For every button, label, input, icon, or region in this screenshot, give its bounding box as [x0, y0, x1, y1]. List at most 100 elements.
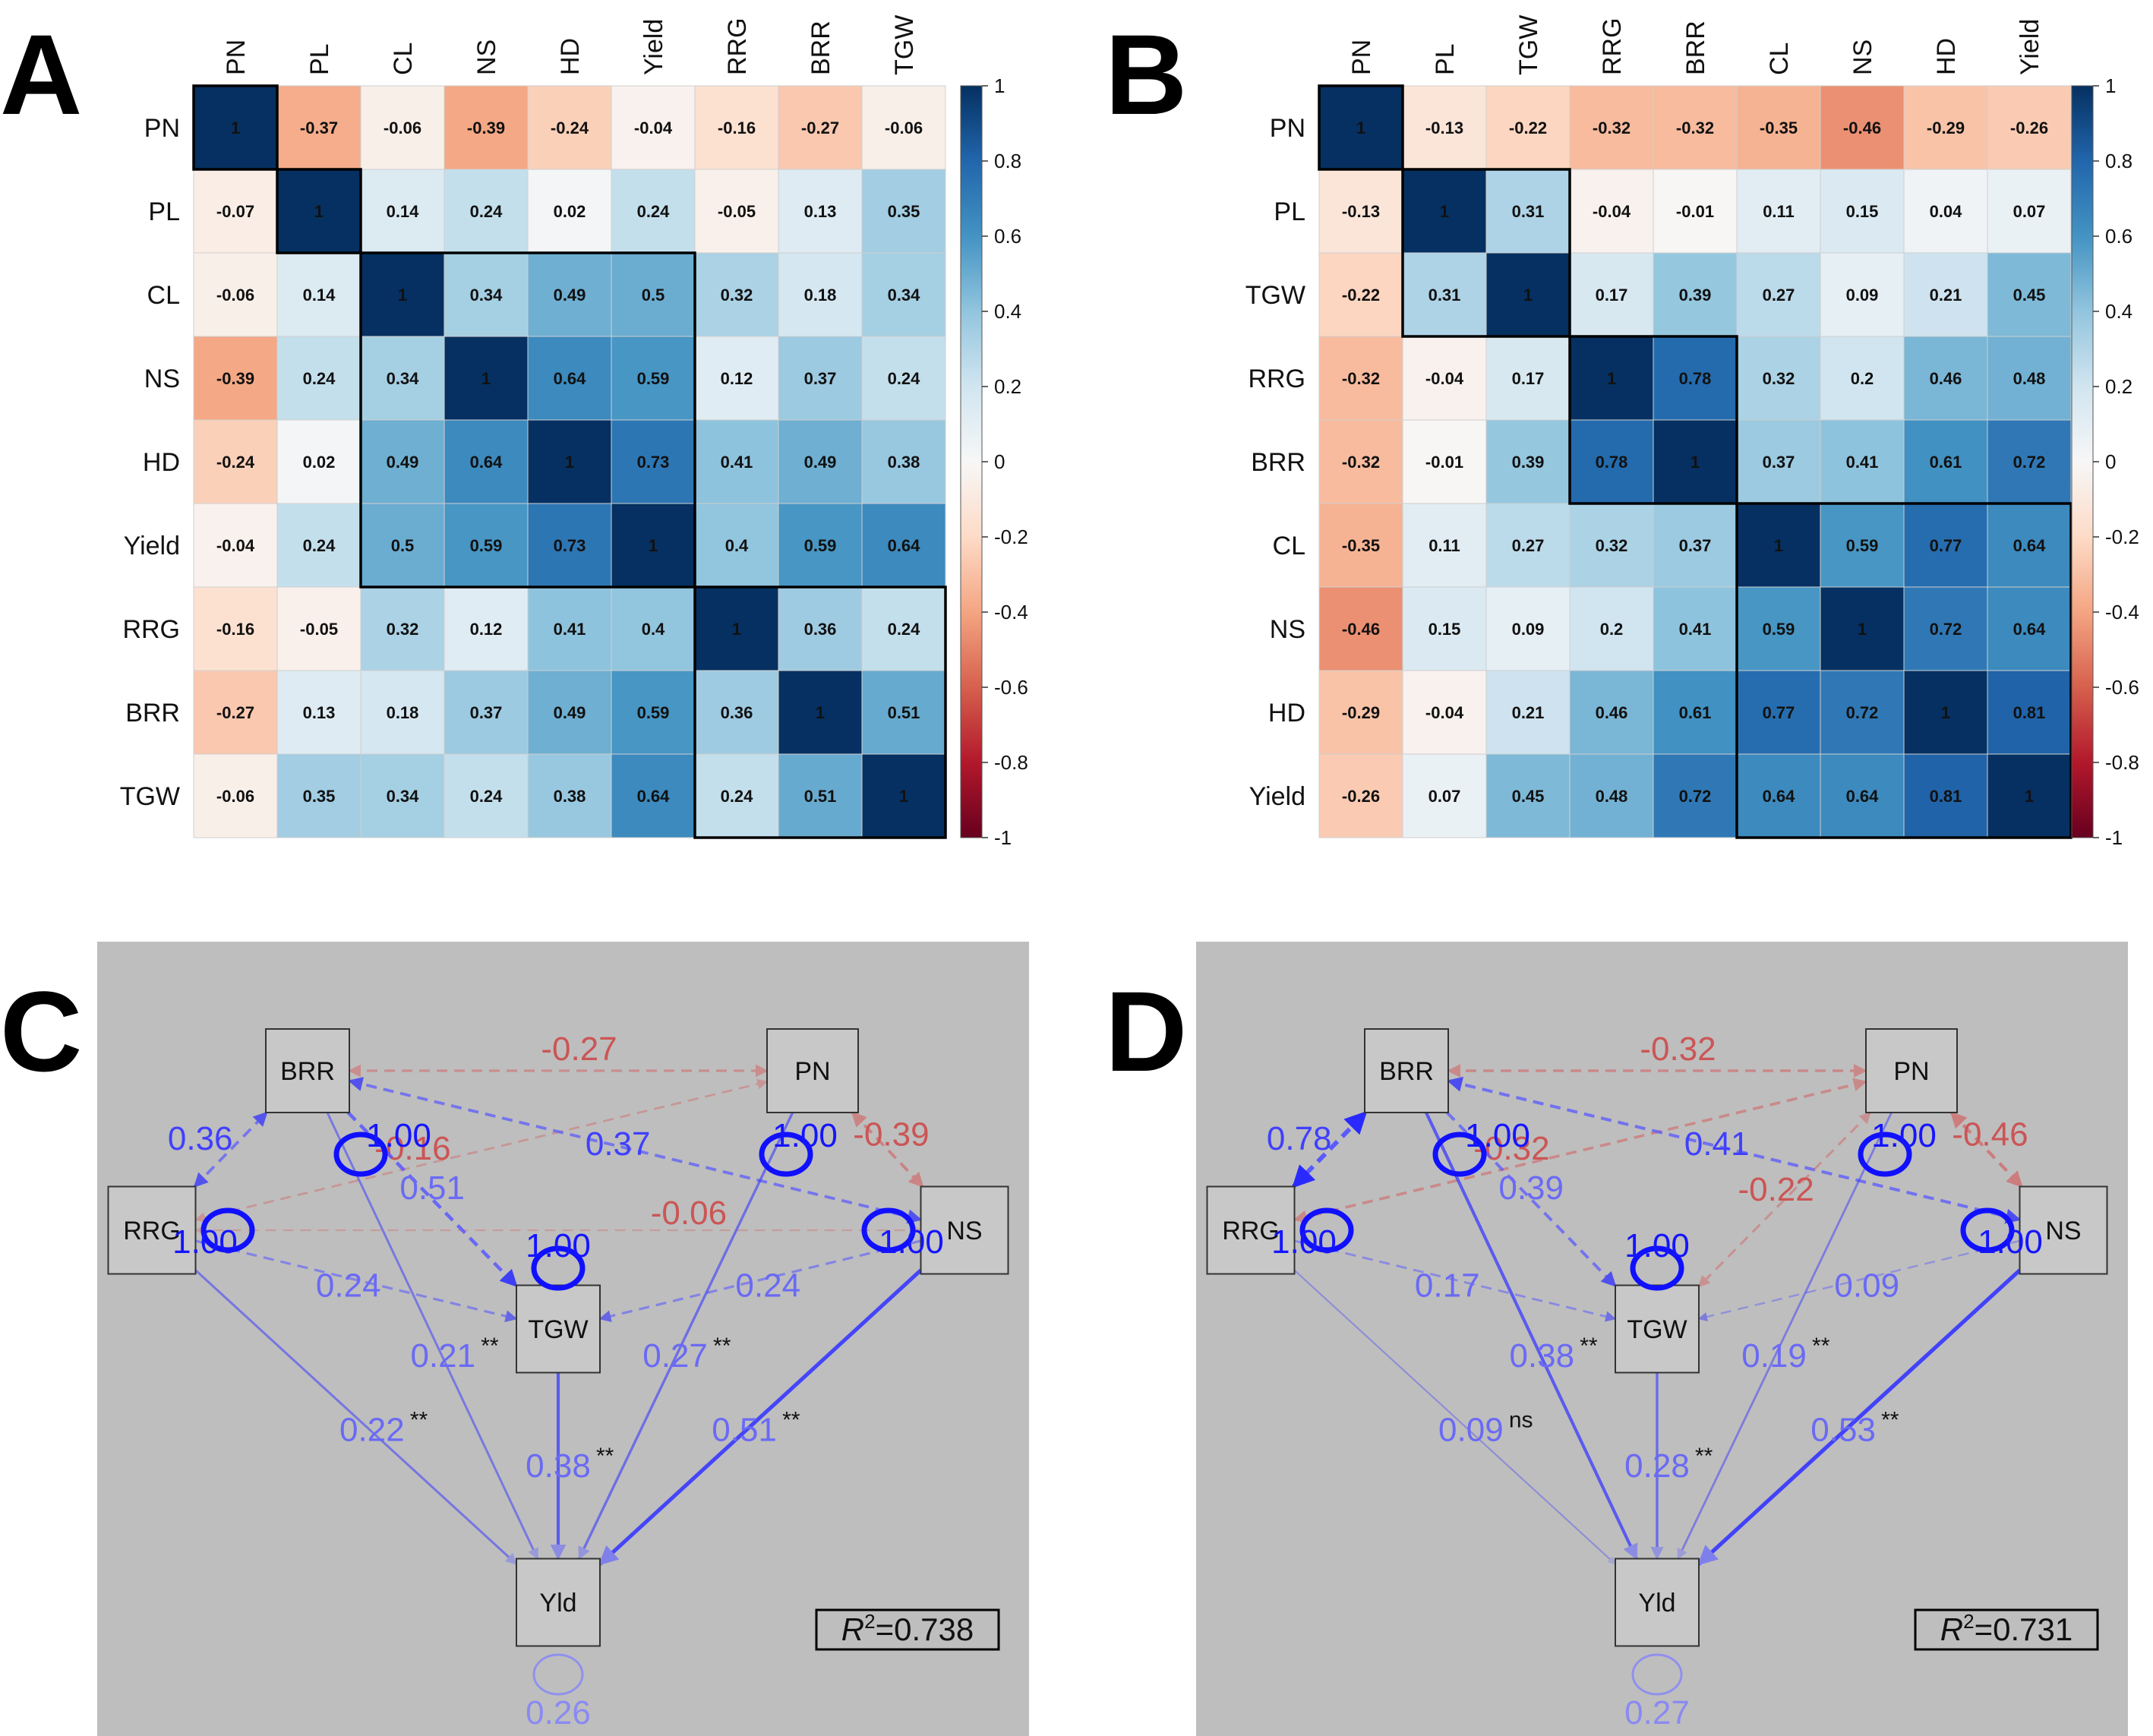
heatmap-b-cell-label: 0.37	[1679, 536, 1712, 555]
heatmap-a-cell-label: -0.24	[216, 453, 255, 472]
heatmap-a-cell	[193, 336, 278, 421]
heatmap-a-row-label: CL	[147, 281, 180, 310]
heatmap-b-cell-label: -0.35	[1760, 118, 1798, 137]
heatmap-b-cell-label: -0.46	[1843, 118, 1881, 137]
heatmap-b-cell	[1903, 419, 1988, 504]
heatmap-a-cell	[360, 85, 445, 170]
heatmap-b-cell	[1485, 586, 1571, 671]
diagram-c-node-label: TGW	[528, 1315, 588, 1344]
heatmap-b-cell	[1569, 336, 1654, 421]
heatmap-a-cell-label: 0.59	[637, 369, 670, 388]
heatmap-b-cell-label: 0.2	[1600, 620, 1624, 639]
heatmap-a-cell-label: 0.35	[888, 202, 920, 221]
heatmap-a-cell	[193, 252, 278, 337]
heatmap-a-col-label: RRG	[723, 17, 752, 75]
heatmap-a-cell-label: 0.24	[470, 202, 504, 221]
panel-letter-c: C	[0, 967, 82, 1095]
heatmap-a-cell-label: 0.24	[637, 202, 671, 221]
heatmap-b-colorbar-tick-label: -0.8	[2105, 751, 2139, 774]
heatmap-a-cell	[694, 169, 779, 254]
heatmap-b-cell	[1903, 169, 1988, 254]
heatmap-a: 1 -0.37 -0.06 -0.39 -0.24 -0.04 -0.16 -0.27 -0.0…	[120, 15, 1028, 849]
diagram-d-node-label: PN	[1893, 1057, 1929, 1086]
heatmap-a-cell	[444, 336, 529, 421]
diagram-c-yld-path-label: 0.51	[712, 1411, 777, 1448]
heatmap-b-cell	[1987, 586, 2072, 671]
heatmap-a-cell	[360, 252, 445, 337]
diagram-c-covariance-label: 0.37	[586, 1125, 651, 1163]
diagram-c-yld-path-label: 0.27	[642, 1337, 708, 1375]
heatmap-a-cell	[360, 169, 445, 254]
heatmap-a-cell-label: 1	[398, 286, 407, 305]
heatmap-a-cell-label: -0.05	[718, 202, 756, 221]
diagram-d-node-label: BRR	[1379, 1057, 1434, 1086]
heatmap-b-cell-label: 0.64	[2013, 620, 2047, 639]
diagram-c-r2-box	[815, 1608, 1000, 1651]
heatmap-a-cell-label: -0.37	[300, 118, 338, 137]
heatmap-b-cell	[1987, 419, 2072, 504]
heatmap-a-cell-label: 0.02	[303, 453, 336, 472]
heatmap-b-cell-label: 0.07	[1428, 787, 1461, 806]
heatmap-a-cell	[193, 503, 278, 588]
heatmap-a-cell-label: -0.05	[300, 620, 338, 639]
diagram-c-significance: **	[481, 1334, 499, 1359]
diagram-d-tgw-path-arrow	[1294, 1239, 1617, 1322]
heatmap-a-cell	[193, 586, 278, 671]
heatmap-b-cell	[1987, 85, 2072, 170]
heatmap-a-cell-label: 0.32	[721, 286, 753, 305]
heatmap-a-cell	[611, 419, 696, 504]
heatmap-a-cell	[611, 169, 696, 254]
heatmap-a-cell-label: 0.4	[642, 620, 665, 639]
heatmap-b-cell-label: -0.26	[2010, 118, 2048, 137]
heatmap-a-row-label: TGW	[120, 782, 180, 811]
diagram-d-r2-text: R2=0.731	[1940, 1610, 2072, 1647]
heatmap-b-cell	[1569, 753, 1654, 838]
heatmap-a-cell-label: 0.73	[637, 453, 670, 472]
diagram-d-significance: **	[1580, 1334, 1598, 1359]
diagram-c-variance-label: 1.00	[772, 1117, 838, 1154]
heatmap-b-cell	[1485, 252, 1571, 337]
heatmap-b-cell-label: -0.04	[1425, 703, 1464, 722]
diagram-c-node-rrg	[107, 1185, 197, 1275]
heatmap-b-cell-label: 0.2	[1851, 369, 1874, 388]
heatmap-a-cell	[193, 670, 278, 755]
heatmap-a-cell-label: -0.24	[551, 118, 589, 137]
heatmap-a-colorbar-tick-label: -0.4	[994, 601, 1028, 623]
heatmap-a-cell-label: 0.64	[637, 787, 671, 806]
heatmap-b-cell	[1653, 85, 1738, 170]
heatmap-a-cluster-box	[359, 251, 696, 589]
heatmap-a-row-label: PN	[144, 114, 180, 143]
heatmap-a-colorbar-tick-label: 0.8	[994, 150, 1021, 172]
heatmap-a-cell-label: -0.39	[467, 118, 505, 137]
heatmap-a-cell	[276, 336, 361, 421]
heatmap-a-cell-label: 1	[565, 453, 574, 472]
heatmap-a-colorbar-tick-label: -0.2	[994, 526, 1028, 548]
heatmap-b-cell	[1402, 753, 1487, 838]
heatmap-b-cell	[1903, 336, 1988, 421]
heatmap-b-cell	[1987, 753, 2072, 838]
diagram-c-covariance-label: -0.27	[541, 1031, 617, 1068]
heatmap-a-colorbar-tick-label: 0	[994, 450, 1005, 473]
diagram-d-covariance-label: -0.46	[1952, 1116, 2028, 1154]
heatmap-b-cell-label: -0.13	[1342, 202, 1380, 221]
heatmap-a-cell-label: 0.13	[804, 202, 837, 221]
heatmap-b-cell	[1820, 336, 1905, 421]
heatmap-a-cell	[611, 670, 696, 755]
heatmap-a-colorbar-tick-label: 0.6	[994, 225, 1021, 248]
heatmap-b-cell-label: -0.32	[1342, 453, 1380, 472]
heatmap-b-cell	[1318, 169, 1403, 254]
heatmap-b-cell-label: 0.46	[1596, 703, 1628, 722]
heatmap-a-cell	[778, 670, 863, 755]
diagram-d-variance-label: 1.00	[1271, 1223, 1337, 1261]
diagram-c-significance: **	[713, 1334, 731, 1359]
diagram-d-tgw-path-arrow	[1697, 1239, 2020, 1321]
diagram-d-covariance-arrow	[1447, 1076, 2022, 1224]
heatmap-b-cell	[1987, 169, 2072, 254]
heatmap-b-cell-label: 0.41	[1846, 453, 1879, 472]
heatmap-a-cell-label: 1	[231, 118, 240, 137]
path-diagram-d: -0.320.78 -0.32 0.41 -0.46-0.220.390.17 0.09…	[1196, 942, 2128, 1736]
heatmap-a-cell-label: 0.24	[303, 369, 336, 388]
heatmap-a-cell	[276, 85, 361, 170]
diagram-c-node-label: RRG	[123, 1217, 181, 1245]
diagram-d-node-tgw	[1615, 1284, 1700, 1374]
